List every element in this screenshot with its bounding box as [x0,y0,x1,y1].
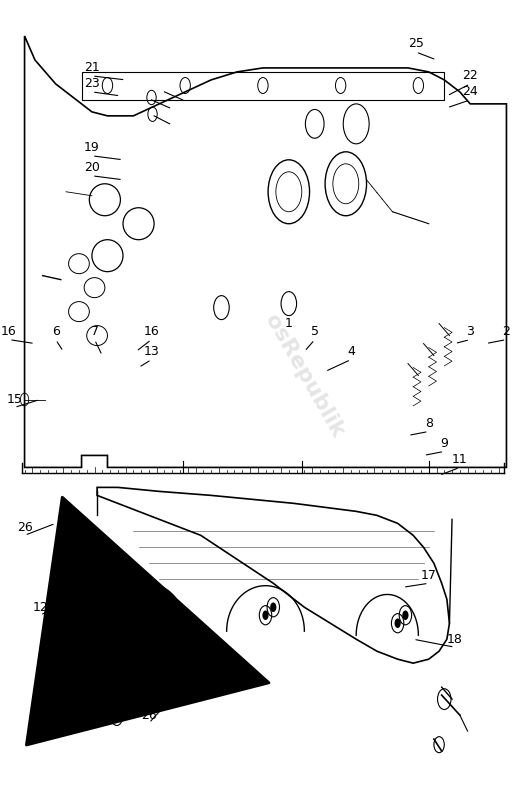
Text: osRepublik: osRepublik [261,311,348,440]
Text: 15: 15 [6,393,22,406]
Text: 2: 2 [503,325,511,338]
Circle shape [270,602,276,612]
Text: 24: 24 [462,85,478,98]
Text: 3: 3 [466,325,474,338]
Text: 7: 7 [90,325,99,338]
Text: 11: 11 [452,453,468,466]
Text: 1: 1 [285,317,293,330]
Text: 26: 26 [141,709,157,721]
Text: 16: 16 [144,325,159,338]
Circle shape [128,686,134,696]
Text: 25: 25 [408,38,424,50]
Text: 23: 23 [84,78,100,90]
Circle shape [402,610,409,620]
Text: 19: 19 [84,141,100,154]
Text: 12: 12 [32,601,48,614]
Circle shape [263,610,269,620]
Text: 10: 10 [130,693,147,706]
Text: 20: 20 [84,161,100,174]
Text: 6: 6 [52,325,60,338]
Text: 21: 21 [84,62,100,74]
Circle shape [395,618,401,628]
Text: 9: 9 [441,437,448,450]
Text: 4: 4 [347,345,355,358]
Text: 22: 22 [462,70,478,82]
Text: 17: 17 [421,569,437,582]
Text: 13: 13 [144,345,159,358]
Text: 16: 16 [1,325,17,338]
Text: 5: 5 [311,325,319,338]
Text: 18: 18 [447,633,462,646]
Text: 8: 8 [425,417,433,430]
Text: 14: 14 [136,673,151,686]
Text: 26: 26 [17,521,32,534]
Circle shape [135,678,141,688]
